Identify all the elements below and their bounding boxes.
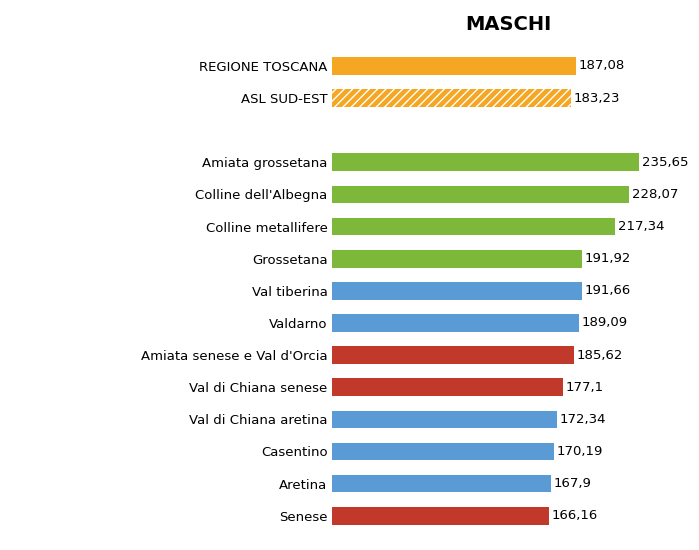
Bar [332,153,640,171]
Bar [332,410,557,428]
Bar [332,475,551,492]
Text: 187,08: 187,08 [579,59,625,73]
Bar [332,185,629,204]
Text: 191,92: 191,92 [585,252,631,265]
Text: 167,9: 167,9 [554,477,591,490]
Bar [332,507,549,525]
Text: 170,19: 170,19 [556,445,603,458]
Text: 185,62: 185,62 [577,349,623,361]
Text: 191,66: 191,66 [584,284,630,298]
Bar [332,89,571,107]
Bar [332,346,574,364]
Bar [332,443,554,460]
Text: 189,09: 189,09 [581,316,627,329]
Text: 183,23: 183,23 [574,91,620,104]
Title: MASCHI: MASCHI [465,15,552,34]
Text: 217,34: 217,34 [618,220,665,233]
Bar [332,378,563,396]
Text: 166,16: 166,16 [552,509,598,522]
Bar [332,250,582,267]
Text: 235,65: 235,65 [642,156,689,169]
Text: 177,1: 177,1 [565,381,604,394]
Bar [332,218,615,235]
Bar [332,314,579,332]
Text: 172,34: 172,34 [559,413,606,426]
Text: 228,07: 228,07 [632,188,678,201]
Bar [332,89,571,107]
Bar [332,57,576,75]
Bar [332,282,582,300]
